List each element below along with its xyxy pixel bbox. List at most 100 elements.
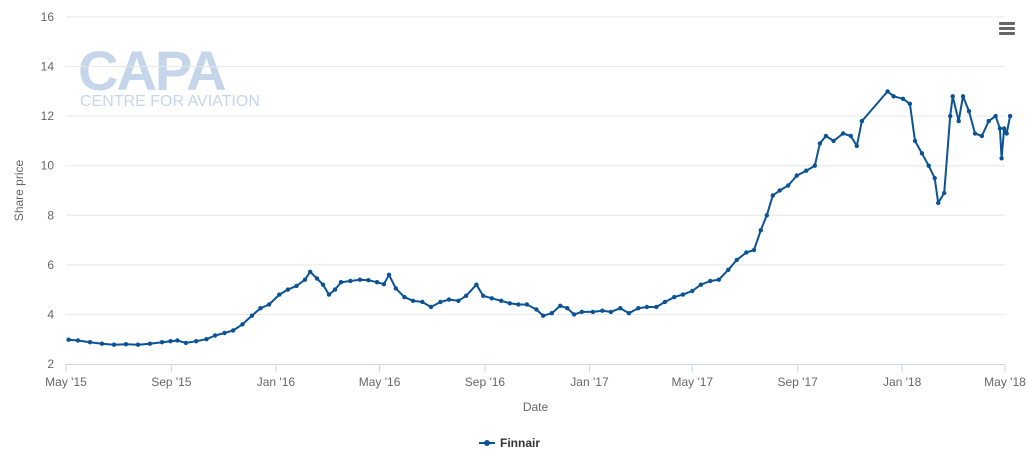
data-point bbox=[456, 298, 461, 303]
data-point bbox=[420, 299, 425, 305]
data-point bbox=[744, 250, 749, 255]
data-point bbox=[168, 339, 173, 344]
data-point bbox=[986, 118, 991, 124]
data-point bbox=[277, 292, 282, 297]
data-point bbox=[348, 278, 353, 284]
data-point bbox=[626, 311, 632, 316]
y-tick-label: 6 bbox=[47, 258, 54, 272]
y-tick-label: 10 bbox=[41, 159, 55, 173]
data-point bbox=[565, 306, 570, 311]
data-point bbox=[698, 282, 704, 287]
y-tick-label: 8 bbox=[47, 208, 54, 222]
data-point bbox=[123, 342, 129, 347]
data-point bbox=[99, 341, 105, 346]
hamburger-icon-bar bbox=[999, 32, 1015, 35]
data-point bbox=[507, 301, 512, 306]
data-point bbox=[979, 133, 985, 139]
data-point bbox=[966, 109, 972, 114]
data-point bbox=[716, 277, 721, 282]
x-axis-ticks: May '15 Sep '15 Jan '16 May '16 Sep '16 Jan '… bbox=[45, 364, 1026, 389]
data-point bbox=[1001, 126, 1007, 131]
data-point bbox=[912, 138, 918, 144]
x-tick-label: May '17 bbox=[671, 375, 713, 389]
data-point bbox=[1004, 131, 1009, 136]
data-point bbox=[285, 287, 291, 292]
x-tick-label: Sep '16 bbox=[465, 375, 506, 389]
data-point bbox=[381, 282, 387, 287]
data-point bbox=[690, 288, 695, 294]
data-point bbox=[258, 306, 263, 311]
data-point bbox=[758, 228, 763, 233]
x-tick-label: May '18 bbox=[984, 375, 1026, 389]
logo-sub-text: CENTRE FOR AVIATION bbox=[80, 93, 260, 110]
capa-logo-watermark: CAPA CENTRE FOR AVIATION bbox=[78, 39, 260, 110]
data-point bbox=[932, 175, 937, 181]
data-point bbox=[817, 141, 823, 146]
data-point bbox=[840, 131, 846, 136]
y-tick-label: 12 bbox=[41, 109, 55, 123]
y-tick-label: 16 bbox=[41, 10, 55, 24]
data-point bbox=[636, 306, 641, 311]
data-point bbox=[314, 276, 320, 281]
data-point bbox=[571, 312, 577, 317]
data-point bbox=[764, 213, 769, 218]
data-point bbox=[960, 94, 966, 99]
hamburger-icon bbox=[999, 22, 1015, 25]
y-tick-label: 4 bbox=[47, 307, 54, 321]
series-line bbox=[68, 90, 1012, 346]
data-point bbox=[499, 298, 504, 303]
data-point bbox=[644, 304, 650, 310]
data-point bbox=[474, 282, 479, 287]
data-point bbox=[579, 309, 584, 315]
data-point bbox=[891, 94, 896, 99]
data-point bbox=[777, 188, 782, 193]
data-point bbox=[831, 138, 836, 144]
data-point bbox=[204, 337, 209, 342]
data-point bbox=[608, 309, 614, 315]
data-point bbox=[907, 101, 913, 107]
x-tick-label: Sep '17 bbox=[778, 375, 819, 389]
data-point bbox=[326, 292, 332, 297]
data-point bbox=[997, 126, 1003, 131]
data-point bbox=[919, 151, 925, 156]
data-point bbox=[302, 277, 308, 282]
data-point bbox=[386, 272, 392, 277]
data-point bbox=[147, 341, 153, 346]
legend[interactable]: Finnair bbox=[479, 436, 540, 450]
data-point bbox=[534, 307, 539, 312]
logo-main-text: CAPA bbox=[78, 39, 225, 102]
data-point bbox=[524, 302, 530, 307]
data-point bbox=[726, 267, 731, 272]
data-point bbox=[680, 292, 686, 297]
data-point bbox=[357, 277, 363, 282]
y-tick-label: 2 bbox=[47, 357, 54, 371]
data-point bbox=[489, 296, 494, 301]
data-point bbox=[332, 287, 338, 292]
legend-label-finnair: Finnair bbox=[500, 436, 540, 450]
data-point bbox=[159, 340, 165, 345]
data-point bbox=[654, 304, 659, 310]
data-point bbox=[183, 340, 189, 346]
data-point bbox=[751, 247, 757, 253]
data-point bbox=[249, 313, 255, 318]
data-point bbox=[972, 131, 978, 136]
data-point bbox=[374, 280, 380, 285]
data-point bbox=[463, 293, 469, 298]
data-point bbox=[549, 311, 554, 316]
x-tick-label: Jan '16 bbox=[257, 375, 296, 389]
data-point bbox=[410, 298, 416, 303]
data-point bbox=[393, 286, 398, 291]
hamburger-icon-bar bbox=[999, 27, 1015, 30]
data-point bbox=[823, 133, 829, 139]
data-point bbox=[936, 200, 941, 206]
data-point bbox=[428, 304, 434, 310]
data-point bbox=[999, 156, 1004, 161]
data-point bbox=[446, 297, 452, 302]
data-point bbox=[266, 302, 272, 307]
data-point bbox=[438, 299, 443, 305]
chart-menu-button[interactable] bbox=[992, 14, 1022, 40]
data-point bbox=[993, 113, 998, 119]
data-point bbox=[812, 163, 817, 168]
